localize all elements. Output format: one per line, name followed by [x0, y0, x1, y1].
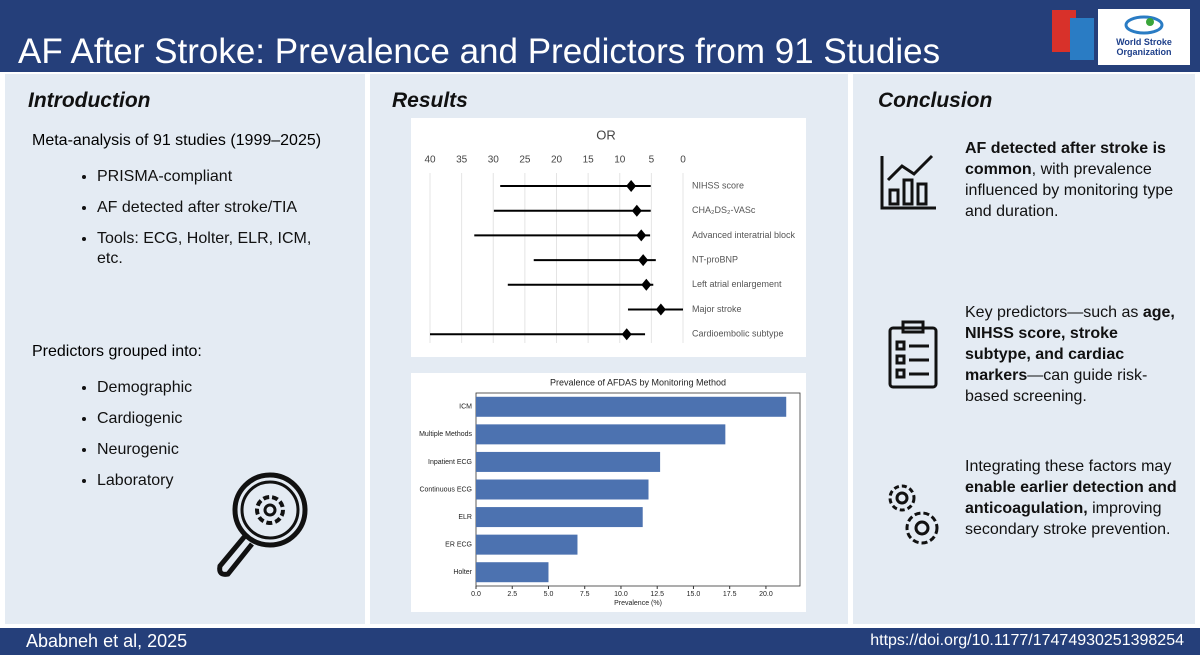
- logo-mark: [1124, 15, 1164, 35]
- x-tick-label: 7.5: [580, 591, 590, 598]
- header-band: [0, 0, 1200, 72]
- x-tick-label: 25: [519, 155, 531, 166]
- title: AF After Stroke: Prevalence and Predicto…: [18, 32, 941, 71]
- heading: Results: [392, 89, 468, 112]
- conclusion-panel: [853, 74, 1195, 624]
- category-label: Cardioembolic subtype: [692, 329, 784, 339]
- x-tick-label: 20.0: [759, 591, 773, 598]
- magnifier-icon: [217, 472, 308, 577]
- category-label: NIHSS score: [692, 180, 744, 190]
- text-run: age, NIHSS score, stroke subtype, and ca…: [965, 304, 1175, 384]
- estimate: [621, 328, 632, 341]
- conclusion-text: AF detected after stroke is common, with…: [965, 138, 1185, 222]
- text-run: enable earlier detection and anticoagula…: [965, 479, 1177, 517]
- x-tick-label: 15.0: [687, 591, 701, 598]
- bar: [476, 562, 549, 583]
- category-label: Major stroke: [692, 304, 742, 314]
- bullet: Laboratory: [97, 471, 337, 491]
- estimate: [655, 303, 666, 316]
- category-label: NT-proBNP: [692, 254, 738, 264]
- x-tick-label: 15: [583, 155, 595, 166]
- x-tick-label: 2.5: [507, 591, 517, 598]
- conclusion-text: Key predictors—such as age, NIHSS score,…: [965, 302, 1185, 407]
- chart-icon: [880, 154, 936, 210]
- x-tick-label: 30: [488, 155, 500, 166]
- category-label: Advanced interatrial block: [692, 230, 796, 240]
- logo: World Stroke Organization: [1098, 9, 1190, 65]
- footer-band: [0, 628, 1200, 655]
- bullet: Neurogenic: [97, 440, 337, 460]
- x-tick-label: 17.5: [723, 591, 737, 598]
- text-run: Key predictors—such as: [965, 304, 1143, 321]
- category-label: Holter: [453, 569, 472, 576]
- x-tick-label: 12.5: [650, 591, 664, 598]
- x-tick-label: 0: [680, 155, 686, 166]
- estimate: [636, 229, 647, 242]
- clipboard-icon: [888, 320, 938, 389]
- estimate: [641, 278, 652, 291]
- text-run: —can guide risk-based screening.: [965, 367, 1148, 405]
- text-run: improving secondary stroke prevention.: [965, 500, 1171, 538]
- logo-text: World Stroke: [1116, 37, 1172, 47]
- logo-text: Organization: [1116, 47, 1172, 57]
- text-run: , with prevalence influenced by monitori…: [965, 161, 1174, 220]
- x-tick-label: 5: [649, 155, 655, 166]
- x-axis-label: Prevalence (%): [614, 600, 662, 607]
- estimate: [638, 254, 649, 267]
- x-tick-label: 10.0: [614, 591, 628, 598]
- category-label: Multiple Methods: [419, 431, 472, 438]
- estimate: [631, 204, 642, 217]
- bar: [476, 507, 643, 528]
- bar-chart: Prevalence of AFDAS by Monitoring Method…: [411, 373, 806, 612]
- chart-title: OR: [596, 127, 616, 142]
- predictors-lead: Predictors grouped into:: [32, 343, 202, 360]
- predictor-list: Demographic Cardiogenic Neurogenic Laborato…: [75, 378, 337, 502]
- x-tick-label: 0.0: [471, 591, 481, 598]
- intro-lead: Meta-analysis of 91 studies (1999–2025): [32, 132, 322, 149]
- x-tick-label: 10: [614, 155, 626, 166]
- category-label: ELR: [458, 514, 472, 521]
- category-label: Left atrial enlargement: [692, 279, 782, 289]
- doi: https://doi.org/10.1177/1747493025139825…: [870, 632, 1184, 649]
- bullet: AF detected after stroke/TIA: [97, 198, 337, 218]
- bar: [476, 479, 649, 500]
- bullet: PRISMA-compliant: [97, 167, 337, 187]
- bar: [476, 396, 787, 417]
- heading: Introduction: [28, 89, 151, 112]
- bar: [476, 451, 661, 472]
- conclusion-text: Integrating these factors may enable ear…: [965, 456, 1185, 540]
- forest-plot: OR 40 35 30 25 20 15 10 5 0 NIHSS score CHA₂DS₂-VAS…: [411, 118, 806, 357]
- x-tick-label: 5.0: [544, 591, 554, 598]
- bar: [476, 534, 578, 555]
- journal-cover: [1070, 18, 1094, 60]
- category-label: ICM: [459, 404, 472, 411]
- x-tick-label: 40: [424, 155, 436, 166]
- text-run: Integrating these factors may: [965, 458, 1172, 475]
- bar: [476, 424, 726, 445]
- bullet: Demographic: [97, 378, 337, 398]
- category-label: Continuous ECG: [419, 486, 472, 493]
- gears-icon: [888, 484, 939, 545]
- x-tick-label: 35: [456, 155, 468, 166]
- category-label: ER ECG: [445, 541, 472, 548]
- citation: Ababneh et al, 2025: [26, 631, 188, 651]
- x-tick-label: 20: [551, 155, 563, 166]
- category-label: CHA₂DS₂-VASc: [692, 205, 756, 215]
- chart-title: Prevalence of AFDAS by Monitoring Method: [550, 377, 726, 387]
- bullet: Tools: ECG, Holter, ELR, ICM, etc.: [97, 229, 337, 269]
- text-run: AF detected after stroke is common: [965, 140, 1166, 178]
- bullet: Cardiogenic: [97, 409, 337, 429]
- category-label: Inpatient ECG: [428, 459, 472, 466]
- estimate: [626, 180, 637, 192]
- intro-list: PRISMA-compliant AF detected after stroke…: [75, 167, 337, 280]
- heading: Conclusion: [878, 89, 993, 112]
- intro-panel: [5, 74, 365, 624]
